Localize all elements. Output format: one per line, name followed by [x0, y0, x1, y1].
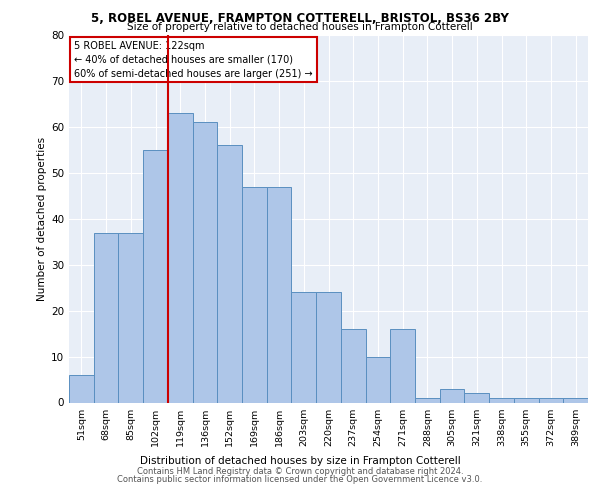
Bar [217, 146, 242, 402]
Bar [464, 394, 489, 402]
Bar [415, 398, 440, 402]
Bar [242, 186, 267, 402]
Bar [69, 375, 94, 402]
Bar [118, 232, 143, 402]
Bar [143, 150, 168, 403]
Bar [94, 232, 118, 402]
Text: Size of property relative to detached houses in Frampton Cotterell: Size of property relative to detached ho… [127, 22, 473, 32]
Text: Distribution of detached houses by size in Frampton Cotterell: Distribution of detached houses by size … [140, 456, 460, 466]
Text: Contains public sector information licensed under the Open Government Licence v3: Contains public sector information licen… [118, 474, 482, 484]
Bar [316, 292, 341, 403]
Bar [440, 388, 464, 402]
Text: 5, ROBEL AVENUE, FRAMPTON COTTERELL, BRISTOL, BS36 2BY: 5, ROBEL AVENUE, FRAMPTON COTTERELL, BRI… [91, 12, 509, 24]
Y-axis label: Number of detached properties: Number of detached properties [37, 136, 47, 301]
Bar [168, 113, 193, 403]
Bar [341, 329, 365, 402]
Bar [267, 186, 292, 402]
Bar [563, 398, 588, 402]
Text: Contains HM Land Registry data © Crown copyright and database right 2024.: Contains HM Land Registry data © Crown c… [137, 467, 463, 476]
Bar [292, 292, 316, 403]
Bar [539, 398, 563, 402]
Bar [514, 398, 539, 402]
Text: 5 ROBEL AVENUE: 122sqm
← 40% of detached houses are smaller (170)
60% of semi-de: 5 ROBEL AVENUE: 122sqm ← 40% of detached… [74, 40, 313, 78]
Bar [489, 398, 514, 402]
Bar [365, 356, 390, 403]
Bar [193, 122, 217, 402]
Bar [390, 329, 415, 402]
